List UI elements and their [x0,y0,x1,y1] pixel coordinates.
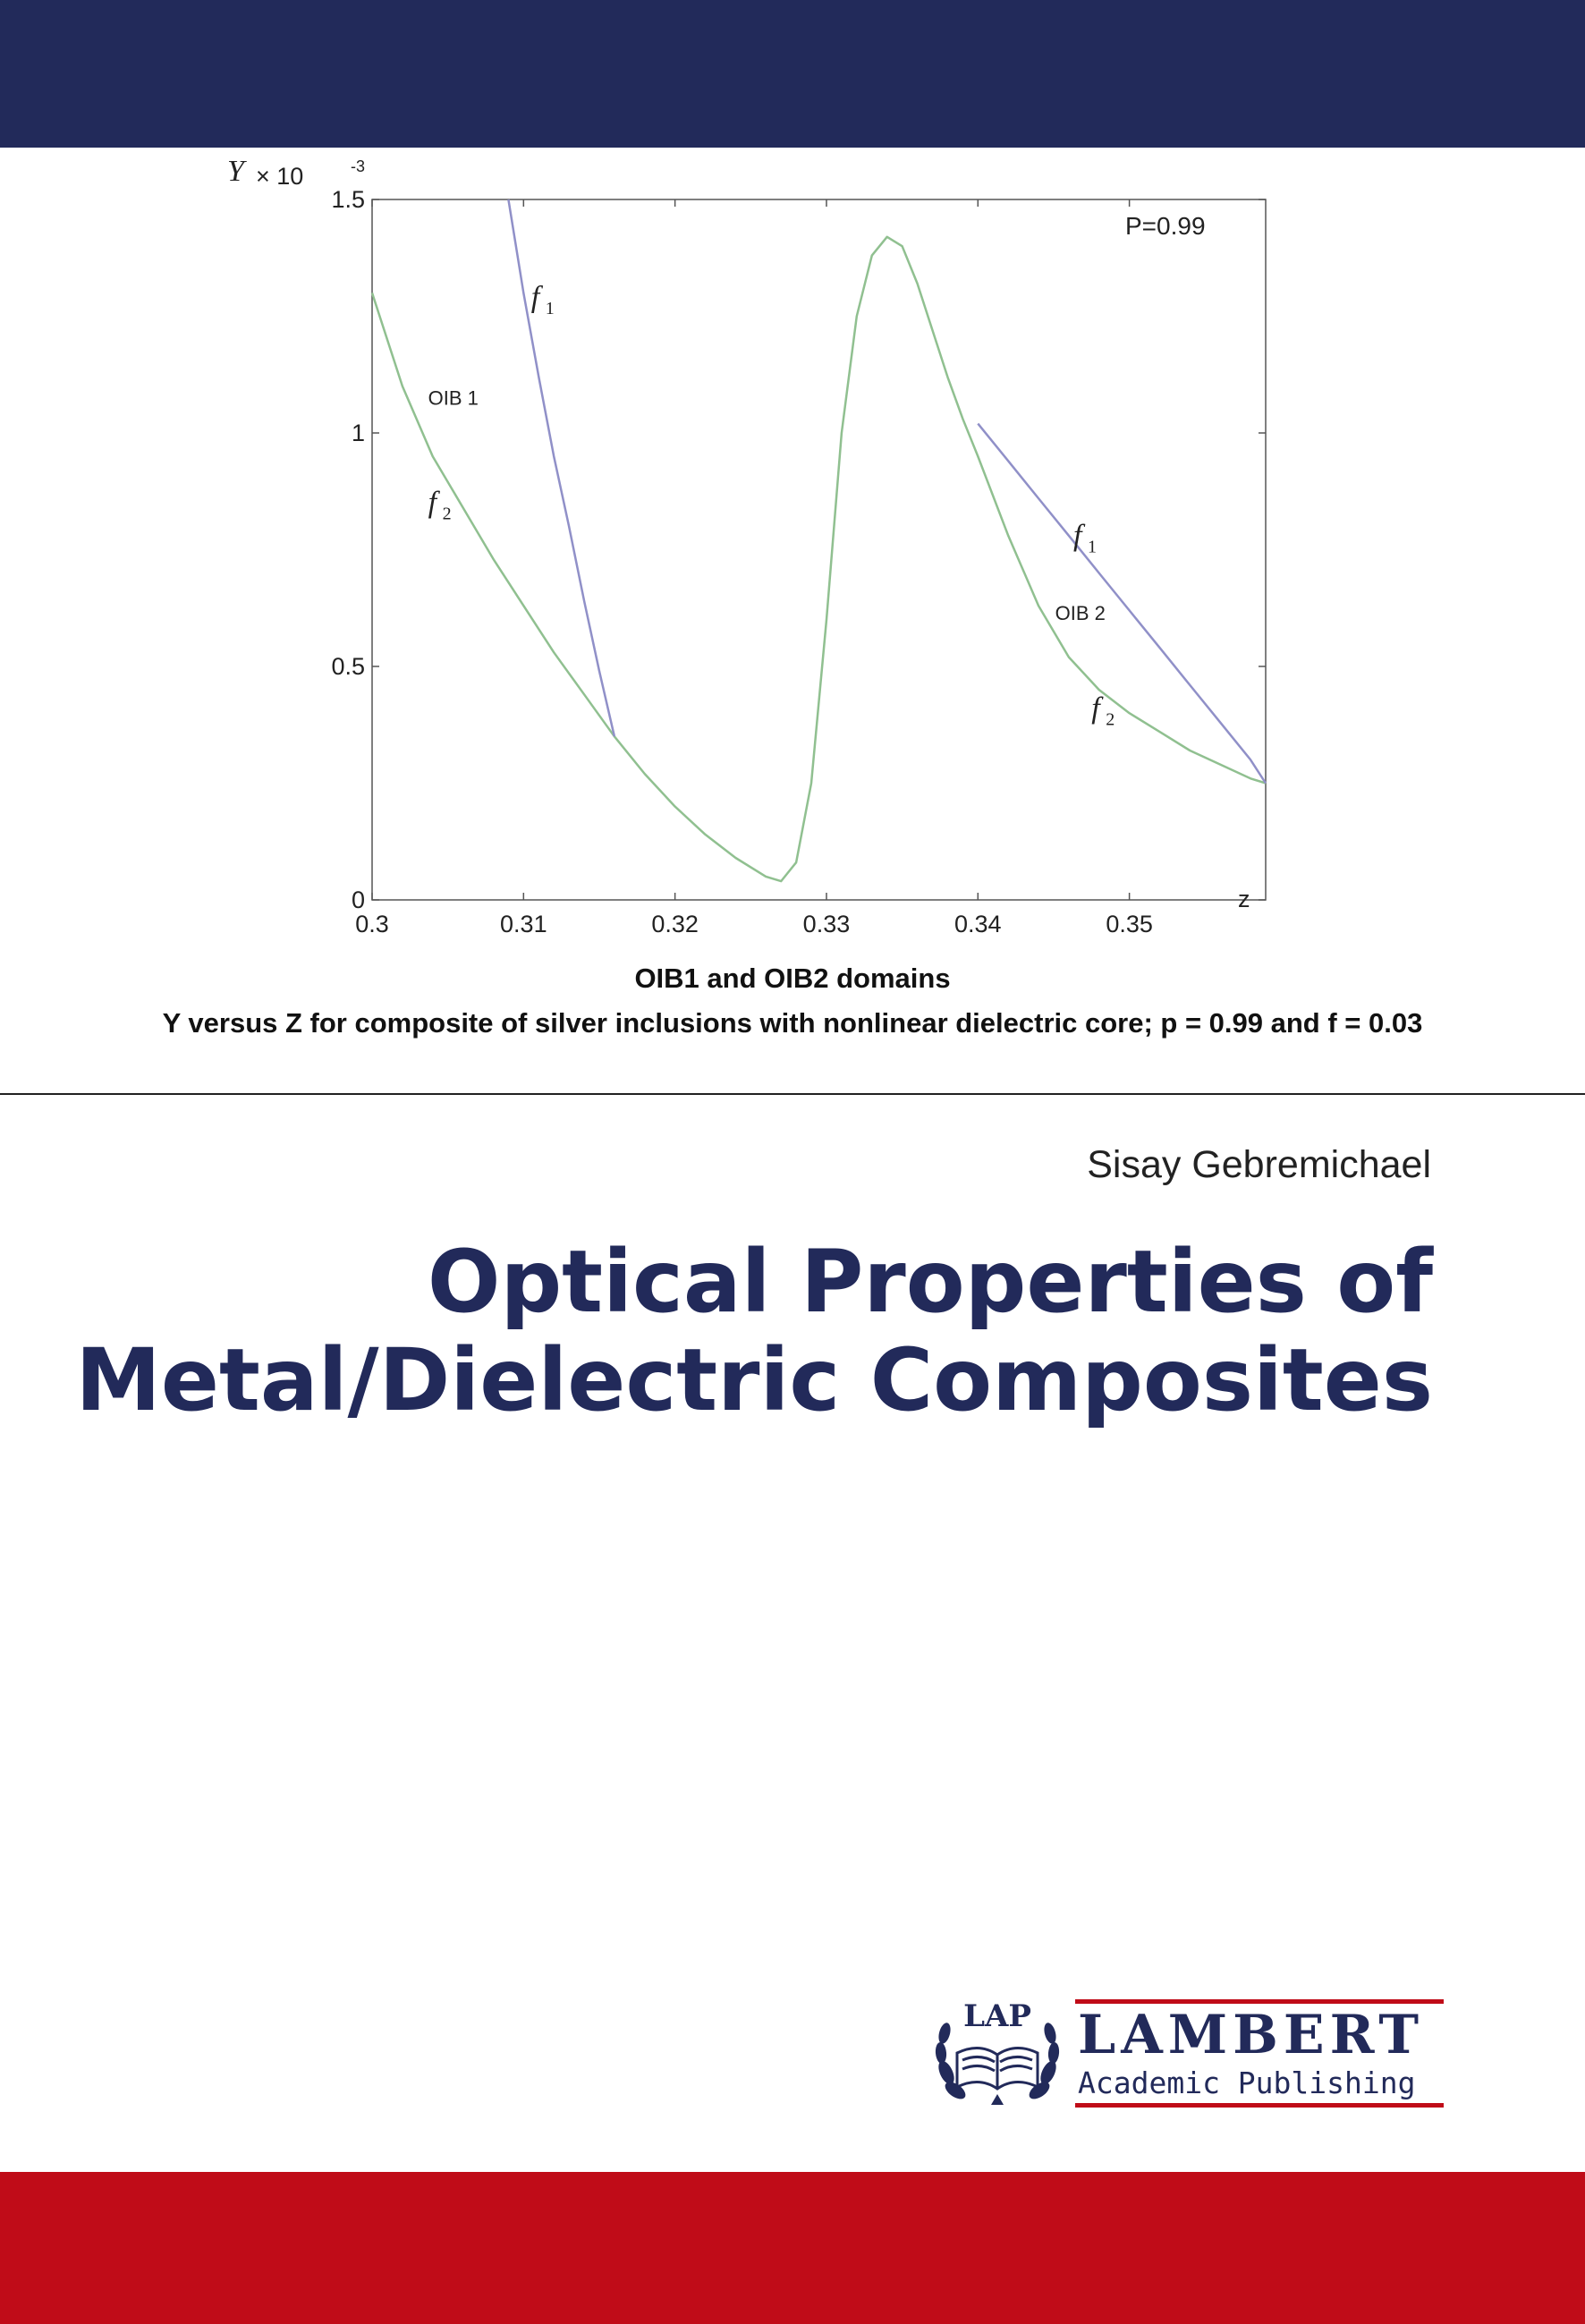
curve-label-subscript: 1 [546,299,555,318]
y-axis-label: Y [227,155,247,188]
curve-label-f1: f [531,281,544,314]
x-tick-label: 0.32 [651,911,699,937]
x-tick-label: 0.3 [355,911,389,937]
series-line-f1 [507,199,616,737]
divider-line [0,1093,1585,1095]
publisher-logo: LAP LAMBERT Academic Publishing [930,1990,1449,2116]
lap-emblem-text: LAP [963,1998,1031,2034]
y-tick-label: 0 [352,886,365,913]
figure-caption: Y versus Z for composite of silver inclu… [162,1007,1423,1039]
curve-label-subscript: 1 [1088,537,1097,556]
book-title: Optical Properties of Metal/Dielectric C… [2,1233,1433,1429]
curve-label-f2: f [428,487,441,520]
laurel-wreath-icon: LAP [935,1998,1060,2099]
curve-label-f1: f [1073,519,1086,552]
x-tick-label: 0.35 [1106,911,1153,937]
curve-label-subscript: 2 [443,505,452,524]
series-line-f2 [370,235,1267,883]
axis-ticks: 0.3 0.31 0.32 0.33 0.34 0.35 0 0.5 1 1.5 [331,186,1266,937]
y-axis-multiplier: × 10 [256,163,303,190]
y-axis-exponent: -3 [351,157,365,175]
book-title-line-1: Optical Properties of [427,1232,1433,1332]
logo-rule-bottom [1075,2103,1444,2108]
top-color-band [0,0,1585,148]
book-title-line-2: Metal/Dielectric Composites [75,1330,1433,1430]
x-tick-label: 0.31 [500,911,547,937]
p-value-annotation: P=0.99 [1125,212,1206,240]
x-tick-label: 0.34 [954,911,1002,937]
axes-frame [371,199,1267,901]
domain-label: OIB 1 [428,387,479,410]
curve-label-f2: f [1091,691,1104,725]
plot-border [371,199,1267,901]
series-line-f1 [977,422,1267,785]
figure-caption-title: OIB1 and OIB2 domains [634,963,951,994]
x-tick-label: 0.33 [803,911,851,937]
y-tick-label: 1 [352,420,365,446]
y-tick-label: 0.5 [331,653,365,680]
bottom-color-band [0,2172,1585,2324]
author-name: Sisay Gebremichael [1087,1143,1431,1186]
publisher-subtitle: Academic Publishing [1078,2065,1416,2100]
x-axis-label: z [1238,886,1250,912]
publisher-name: LAMBERT [1078,2004,1425,2066]
y-tick-label: 1.5 [331,186,365,213]
series-layer [370,199,1267,883]
domain-label: OIB 2 [1055,602,1106,624]
open-book-icon [955,2047,1039,2105]
curve-label-subscript: 2 [1106,709,1115,729]
logo-rule-top [1075,1999,1444,2004]
